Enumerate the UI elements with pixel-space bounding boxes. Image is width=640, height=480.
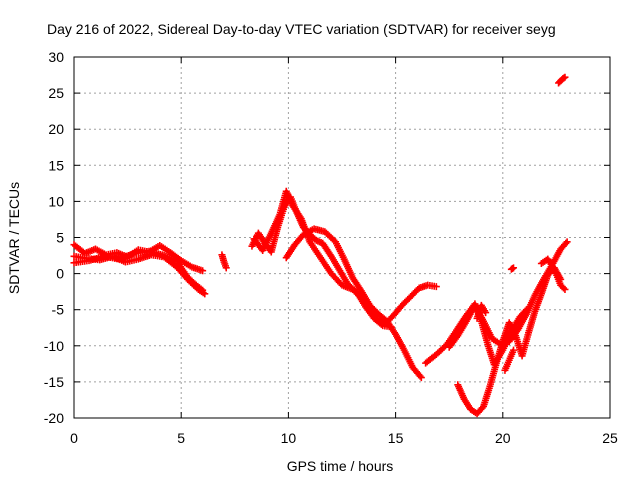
data-point xyxy=(563,238,571,246)
x-tick-label: 20 xyxy=(495,430,511,446)
y-tick-label: -20 xyxy=(44,410,64,426)
y-tick-label: -5 xyxy=(52,302,65,318)
data-point xyxy=(560,284,568,292)
series-track-16 xyxy=(555,73,569,87)
data-point xyxy=(417,374,425,382)
x-tick-label: 5 xyxy=(177,430,185,446)
y-tick-label: 15 xyxy=(48,157,64,173)
data-point xyxy=(510,264,518,272)
data-point xyxy=(199,286,207,294)
series-track-14 xyxy=(507,264,518,273)
series-track-4 xyxy=(218,251,230,272)
x-tick-label: 0 xyxy=(70,430,78,446)
axis-ticks: 0 5 10 15 20 25 -20 -15 -10 -5 0 5 10 15 20 25 30 xyxy=(44,49,618,446)
x-tick-label: 15 xyxy=(388,430,404,446)
x-tick-label: 25 xyxy=(602,430,618,446)
y-tick-label: 30 xyxy=(48,49,64,65)
series-track-12 xyxy=(473,301,490,322)
chart-title: Day 216 of 2022, Sidereal Day-to-day VTE… xyxy=(47,21,556,37)
y-tick-label: 10 xyxy=(48,193,64,209)
series-track-6 xyxy=(250,187,378,322)
y-axis-label: SDTVAR / TECUs xyxy=(6,182,22,294)
data-point xyxy=(562,239,570,247)
data-point xyxy=(510,346,518,354)
x-tick-label: 10 xyxy=(281,430,297,446)
data-point xyxy=(561,73,569,81)
series-track-15 xyxy=(537,255,569,293)
y-tick-label: -10 xyxy=(44,338,64,354)
data-point xyxy=(561,285,569,293)
series-track-11 xyxy=(454,264,565,418)
y-tick-label: 20 xyxy=(48,121,64,137)
data-point xyxy=(416,372,424,380)
data-points xyxy=(70,73,571,418)
series-track-13 xyxy=(501,346,518,374)
y-tick-label: 5 xyxy=(56,230,64,246)
grid xyxy=(74,57,610,418)
series-track-8 xyxy=(364,281,440,328)
series-track-3 xyxy=(70,247,207,294)
data-point xyxy=(201,290,209,298)
data-point xyxy=(482,309,490,317)
y-tick-label: 25 xyxy=(48,85,64,101)
data-point xyxy=(432,283,440,291)
data-point xyxy=(199,267,207,275)
y-tick-label: -15 xyxy=(44,374,64,390)
y-tick-label: 0 xyxy=(56,266,64,282)
data-point xyxy=(222,264,230,272)
x-axis-label: GPS time / hours xyxy=(287,458,394,474)
